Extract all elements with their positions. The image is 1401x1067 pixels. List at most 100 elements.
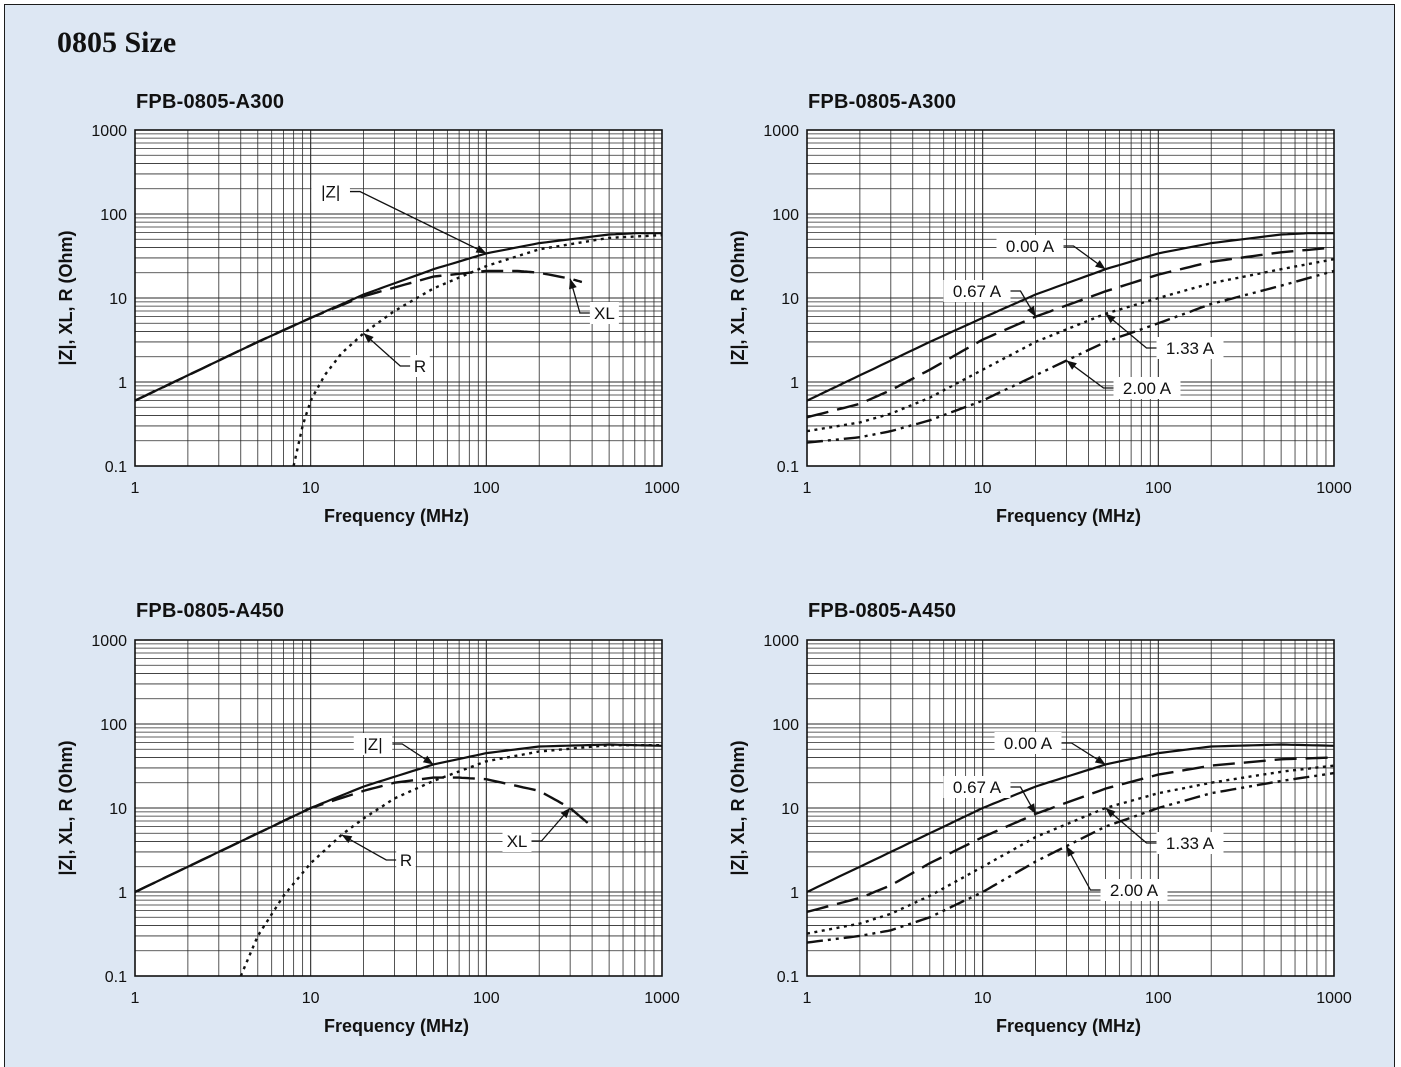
x-tick-label: 1 — [803, 990, 812, 1007]
y-tick-label: 100 — [772, 717, 799, 734]
annotation-leader — [1010, 786, 1037, 815]
annotation-label: XL — [507, 832, 528, 851]
x-tick-label: 1000 — [1316, 480, 1352, 497]
y-tick-label: 0.1 — [777, 969, 799, 986]
y-tick-label: 100 — [100, 207, 127, 224]
grid — [135, 130, 662, 466]
annotation-arrowhead — [1066, 846, 1075, 857]
series-line-2-00-a — [806, 269, 1335, 444]
annotation-leader — [1105, 807, 1157, 844]
annotation-label: 2.00 A — [1123, 379, 1172, 398]
annotation-arrowhead — [1027, 305, 1036, 317]
annotation-box — [996, 235, 1064, 257]
series-line-0-00-a — [806, 743, 1335, 893]
series-line-0-00-a — [806, 232, 1334, 402]
annotation-leader — [1105, 313, 1157, 349]
x-tick-label: 100 — [1145, 480, 1172, 497]
annotation-box — [502, 830, 532, 852]
y-tick-label: 0.1 — [105, 459, 127, 476]
y-tick-label: 1 — [790, 375, 799, 392]
x-tick-label: 10 — [302, 990, 320, 1007]
annotation-arrowhead — [1105, 808, 1116, 818]
annotation-leader — [531, 807, 571, 842]
y-tick-label: 1000 — [763, 123, 799, 140]
series-line-xl — [134, 269, 583, 402]
x-tick-label: 10 — [974, 480, 992, 497]
annotation-leader — [1066, 360, 1114, 389]
annotation-box — [410, 355, 430, 377]
y-tick-label: 100 — [772, 207, 799, 224]
x-tick-label: 100 — [1145, 990, 1172, 1007]
chart-title-top-left: FPB-0805-A300 — [136, 91, 285, 113]
annotation-leader — [569, 278, 590, 314]
annotation-arrowhead — [422, 755, 434, 765]
annotation-label: 1.33 A — [1166, 834, 1215, 853]
annotation-label: 0.67 A — [953, 282, 1002, 301]
y-axis-label: |Z|, XL, R (Ohm) — [728, 230, 748, 365]
plot-border — [806, 129, 1335, 467]
y-tick-label: 10 — [109, 801, 127, 818]
series-line-r — [292, 234, 663, 467]
annotation-box — [1156, 337, 1224, 359]
y-tick-label: 1 — [118, 885, 127, 902]
x-tick-label: 1000 — [644, 480, 680, 497]
annotation-label: 0.00 A — [1004, 734, 1053, 753]
annotation-box — [396, 849, 416, 871]
y-tick-label: 1000 — [91, 633, 127, 650]
annotation-leader — [1065, 845, 1101, 891]
y-axis-label: |Z|, XL, R (Ohm) — [728, 740, 748, 875]
annotation-leader — [1061, 742, 1106, 765]
annotation-box — [943, 280, 1011, 302]
plot-border — [134, 129, 663, 467]
y-tick-label: 1000 — [91, 123, 127, 140]
annotation-box — [353, 733, 393, 755]
annotation-leader — [363, 332, 411, 367]
annotation-label: |Z| — [321, 183, 340, 202]
x-tick-label: 100 — [473, 990, 500, 1007]
annotation-arrowhead — [1094, 755, 1106, 765]
annotation-leader — [349, 190, 487, 254]
page-title: 0805 Size — [57, 26, 177, 59]
annotation-box — [1100, 879, 1168, 901]
y-tick-label: 100 — [100, 717, 127, 734]
annotation-arrowhead — [560, 808, 571, 819]
x-tick-label: 1000 — [644, 990, 680, 1007]
x-tick-label: 10 — [302, 480, 320, 497]
plot-border — [806, 639, 1335, 977]
annotation-label: R — [414, 357, 426, 376]
annotation-label: XL — [594, 304, 615, 323]
annotation-label: R — [400, 851, 412, 870]
x-tick-label: 10 — [974, 990, 992, 1007]
y-axis-label: |Z|, XL, R (Ohm) — [56, 740, 76, 875]
annotation-arrowhead — [1095, 260, 1106, 270]
y-tick-label: 1 — [790, 885, 799, 902]
y-tick-label: 1 — [118, 375, 127, 392]
series-line-r — [239, 744, 662, 977]
chart-title-top-right: FPB-0805-A300 — [808, 91, 957, 113]
y-tick-label: 10 — [781, 291, 799, 308]
annotation-arrowhead — [569, 278, 577, 290]
annotation-box — [1156, 832, 1224, 854]
annotation-arrowhead — [1105, 313, 1116, 324]
grid — [807, 130, 1334, 466]
x-tick-label: 1 — [131, 990, 140, 1007]
annotation-label: 0.00 A — [1006, 237, 1055, 256]
annotation-arrowhead — [341, 834, 353, 844]
series-line-2-00-a — [806, 771, 1335, 944]
x-tick-label: 1 — [131, 480, 140, 497]
y-tick-label: 0.1 — [777, 459, 799, 476]
annotation-arrowhead — [363, 333, 374, 343]
y-tick-label: 10 — [109, 291, 127, 308]
annotation-leader — [1063, 245, 1106, 270]
y-axis-label: |Z|, XL, R (Ohm) — [56, 230, 76, 365]
series-line-1-33-a — [806, 764, 1335, 935]
x-axis-label: Frequency (MHz) — [324, 506, 469, 526]
annotation-arrowhead — [1066, 360, 1077, 370]
annotation-leader — [392, 743, 434, 765]
annotation-label: |Z| — [363, 735, 382, 754]
annotation-box — [589, 302, 619, 324]
annotation-box — [1113, 377, 1181, 399]
